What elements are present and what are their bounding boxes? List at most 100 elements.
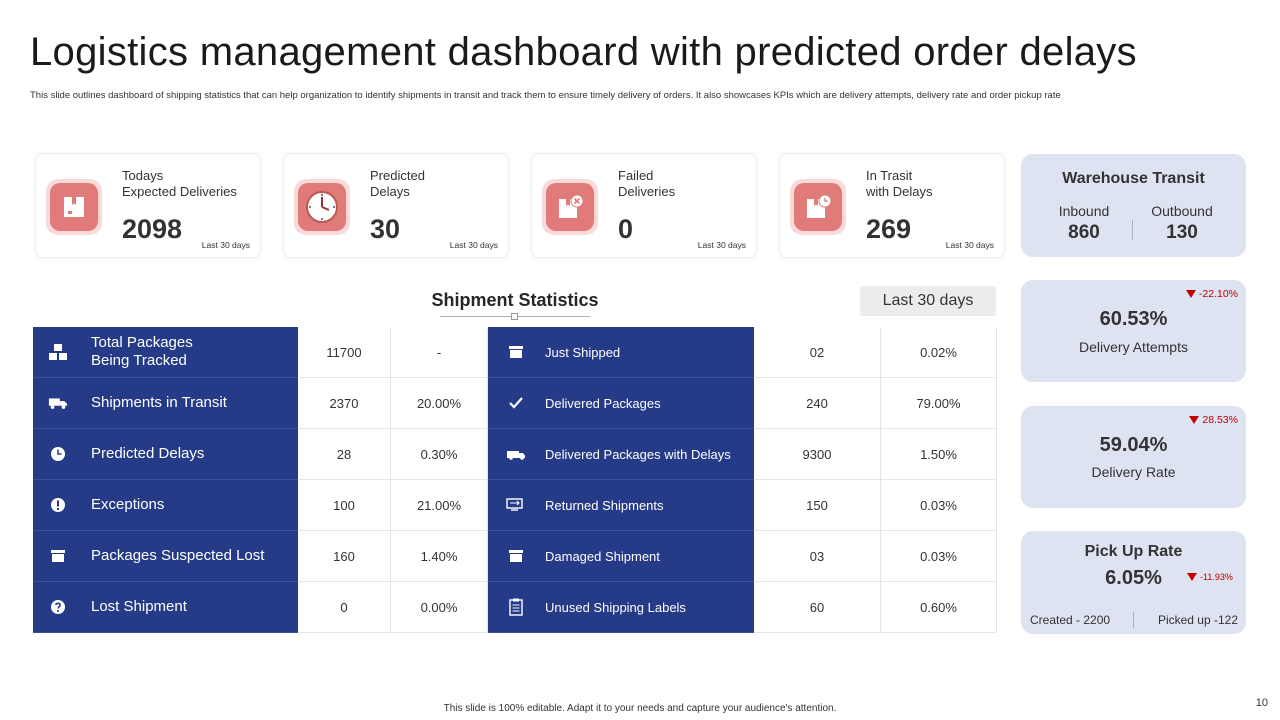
row-label: Just Shipped (545, 344, 621, 360)
row-count: 150 (754, 480, 881, 531)
pickup-rate-card: Pick Up Rate 6.05% -11.93% Created - 220… (1021, 531, 1246, 634)
row-label-cell: Total Packages Being Tracked (33, 327, 298, 378)
table-row: Predicted Delays 28 0.30% Delivered Pack… (33, 429, 997, 480)
delivery-van-icon (506, 444, 526, 464)
shipment-statistics-title: Shipment Statistics (431, 290, 599, 310)
row-label: Lost Shipment (91, 598, 187, 615)
row-label-cell: Returned Shipments (488, 480, 754, 531)
pickup-title: Pick Up Rate (1084, 543, 1183, 560)
row-label: Delivered Packages with Delays (545, 446, 731, 462)
row-percent: 21.00% (391, 480, 488, 531)
row-label-cell: Packages Suspected Lost (33, 531, 298, 582)
delivery-rate-value: 59.04% (1099, 434, 1168, 456)
divider (1132, 220, 1133, 240)
row-count: 2370 (298, 378, 391, 429)
inbound-stat: Inbound 860 (1034, 203, 1134, 244)
kpi-card-in-transit-delays: In Trasit with Delays 269 Last 30 days (779, 153, 1005, 258)
outbound-label: Outbound (1151, 203, 1213, 219)
box-icon (506, 342, 526, 362)
divider (1133, 612, 1134, 628)
inbound-value: 860 (1068, 222, 1100, 243)
delivery-truck-icon (48, 393, 68, 413)
table-row: Total Packages Being Tracked 11700 - Jus… (33, 327, 997, 378)
exclamation-icon (48, 495, 68, 515)
question-icon (48, 597, 68, 617)
row-percent: 0.60% (881, 582, 997, 633)
kpi-value: 269 (866, 214, 912, 244)
row-label-cell: Unused Shipping Labels (488, 582, 754, 633)
delivery-attempts-card: -22.10% 60.53% Delivery Attempts (1021, 280, 1246, 382)
row-percent: 20.00% (391, 378, 488, 429)
table-row: Exceptions 100 21.00% Returned Shipments… (33, 480, 997, 531)
row-percent: 0.00% (391, 582, 488, 633)
kpi-value: 0 (618, 214, 634, 244)
kpi-label: Todays Expected Deliveries (122, 168, 237, 199)
row-label-cell: Delivered Packages (488, 378, 754, 429)
damaged-box-icon (506, 546, 526, 566)
pickup-created: Created - 2200 (1030, 613, 1111, 627)
kpi-value: 2098 (122, 214, 183, 244)
failed-package-icon (546, 183, 594, 231)
kpi-card-failed-deliveries: Failed Deliveries 0 Last 30 days (531, 153, 757, 258)
row-count: 0 (298, 582, 391, 633)
row-label-cell: Just Shipped (488, 327, 754, 378)
row-count: 160 (298, 531, 391, 582)
row-percent: 79.00% (881, 378, 997, 429)
pickup-delta: -11.93% (1187, 572, 1233, 582)
checkmark-icon (506, 393, 526, 413)
pickup-picked: Picked up -122 (1157, 613, 1238, 627)
box-icon (48, 546, 68, 566)
row-label-cell: Lost Shipment (33, 582, 298, 633)
warehouse-title: Warehouse Transit (1062, 170, 1205, 187)
delivery-rate-delta: 28.53% (1189, 414, 1238, 426)
row-count: 02 (754, 327, 881, 378)
row-percent: 1.50% (881, 429, 997, 480)
row-label: Shipments in Transit (91, 394, 227, 411)
kpi-period: Last 30 days (945, 240, 994, 250)
inbound-label: Inbound (1058, 203, 1110, 219)
row-label: Packages Suspected Lost (91, 547, 265, 564)
row-label: Delivered Packages (545, 395, 661, 411)
outbound-value: 130 (1166, 222, 1198, 243)
down-arrow-icon (1185, 290, 1196, 298)
table-row: Packages Suspected Lost 160 1.40% Damage… (33, 531, 997, 582)
row-label: Exceptions (91, 496, 165, 513)
row-count: 60 (754, 582, 881, 633)
delivery-attempts-delta: -22.10% (1185, 288, 1238, 300)
table-row: Lost Shipment 0 0.00% Unused Shipping La… (33, 582, 997, 633)
package-icon (50, 183, 98, 231)
page-subtitle: This slide outlines dashboard of shippin… (30, 90, 1061, 101)
kpi-card-predicted-delays: Predicted Delays 30 Last 30 days (283, 153, 509, 258)
clock-icon (298, 183, 346, 231)
kpi-label: Failed Deliveries (618, 168, 676, 199)
delivery-attempts-value: 60.53% (1099, 308, 1168, 330)
row-count: 28 (298, 429, 391, 480)
row-percent: 0.02% (881, 327, 997, 378)
row-label-cell: Delivered Packages with Delays (488, 429, 754, 480)
delivery-rate-label: Delivery Rate (1091, 464, 1176, 480)
footer-note: This slide is 100% editable. Adapt it to… (443, 703, 837, 714)
outbound-stat: Outbound 130 (1132, 203, 1232, 244)
stacked-boxes-icon (48, 342, 68, 362)
kpi-period: Last 30 days (449, 240, 498, 250)
page-number: 10 (1255, 697, 1268, 709)
down-arrow-icon (1189, 416, 1200, 424)
row-percent: - (391, 327, 488, 378)
row-percent: 0.03% (881, 480, 997, 531)
delivery-attempts-label: Delivery Attempts (1079, 339, 1188, 355)
row-count: 03 (754, 531, 881, 582)
row-label-cell: Predicted Delays (33, 429, 298, 480)
clock-icon (48, 444, 68, 464)
return-monitor-icon (506, 495, 526, 515)
row-label-cell: Damaged Shipment (488, 531, 754, 582)
row-count: 240 (754, 378, 881, 429)
row-label-cell: Exceptions (33, 480, 298, 531)
page-title: Logistics management dashboard with pred… (30, 30, 1137, 74)
row-label: Predicted Delays (91, 445, 205, 462)
row-percent: 1.40% (391, 531, 488, 582)
date-range-button[interactable]: Last 30 days (860, 286, 996, 316)
kpi-period: Last 30 days (201, 240, 250, 250)
row-label: Unused Shipping Labels (545, 599, 686, 615)
kpi-label: Predicted Delays (370, 168, 425, 199)
row-percent: 0.03% (881, 531, 997, 582)
